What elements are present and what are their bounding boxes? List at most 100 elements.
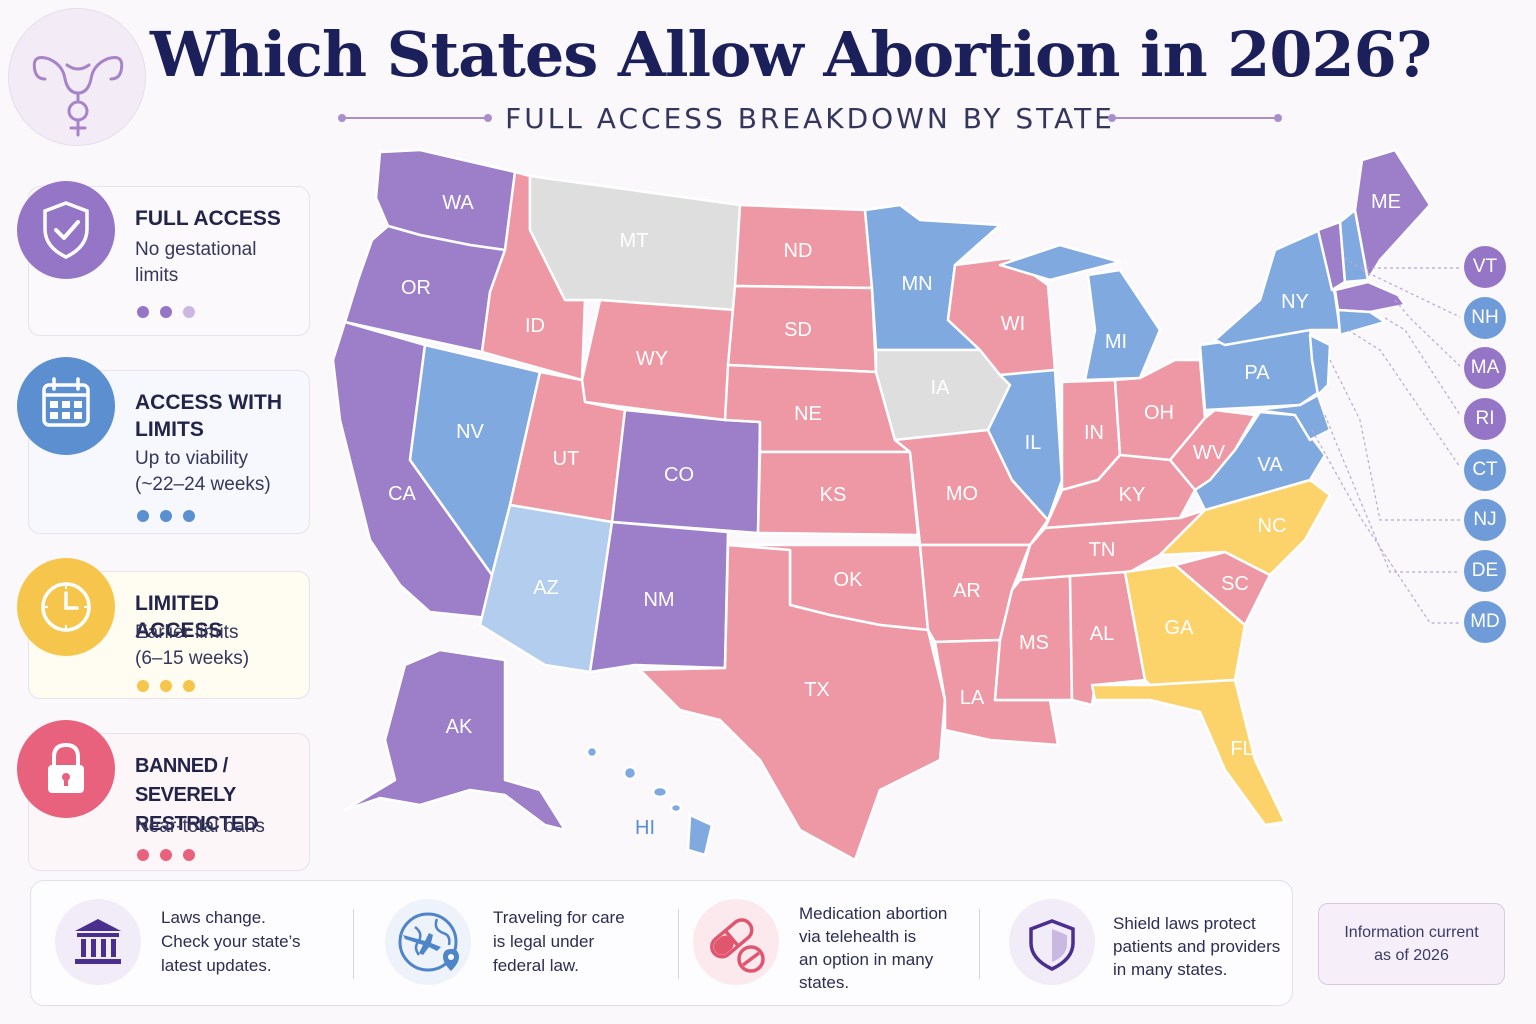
state-md-de[interactable]: [1253, 393, 1332, 442]
page-title: Which States Allow Abortion in 2026?: [150, 18, 1432, 91]
subtitle-row: FULL ACCESS BREAKDOWN BY STATE: [330, 100, 1290, 136]
state-fl[interactable]: [1090, 678, 1287, 827]
state-label: ID: [525, 315, 545, 337]
state-label: UT: [553, 448, 580, 470]
state-label: SC: [1221, 573, 1249, 595]
state-label: KS: [820, 484, 847, 506]
us-map: WA OR CA ID NV MT WY UT AZ CO NM ND SD N…: [331, 148, 1460, 862]
decorative-line-left: [338, 114, 492, 122]
state-label: WY: [636, 348, 668, 370]
state-label: PA: [1244, 362, 1270, 384]
bank-building-icon: [55, 899, 141, 985]
state-hi[interactable]: [585, 745, 714, 857]
state-label: OH: [1144, 402, 1174, 424]
globe-plane-icon: [385, 899, 471, 985]
state-label: SD: [784, 319, 812, 341]
state-label: WI: [1001, 313, 1025, 335]
state-nc[interactable]: [1158, 478, 1332, 577]
state-label: AR: [953, 580, 981, 602]
state-ct-ri[interactable]: [1336, 308, 1387, 337]
page-subtitle: FULL ACCESS BREAKDOWN BY STATE: [505, 102, 1115, 135]
state-ak[interactable]: [343, 648, 567, 832]
state-tn[interactable]: [1018, 508, 1207, 582]
legend-title: FULL ACCESS: [135, 207, 281, 230]
state-label: NV: [456, 421, 484, 443]
legend-card-full-access: FULL ACCESS No gestational limits: [17, 181, 310, 336]
state-label: HI: [635, 817, 655, 839]
divider: [678, 909, 679, 979]
shield-check-icon: [17, 181, 115, 279]
logo: [8, 8, 146, 146]
legend-description: Earlier limits (6–15 weeks): [135, 622, 250, 669]
state-wy[interactable]: [580, 298, 737, 422]
footer-item-shield-laws: Shield laws protect patients and provide…: [991, 881, 1291, 1007]
state-label: NE: [794, 403, 822, 425]
state-label: IL: [1025, 432, 1042, 454]
state-label: CO: [664, 464, 694, 486]
state-label: CA: [388, 483, 416, 505]
state-label: MN: [901, 273, 932, 295]
legend-title: BANNED / SEVERELY RESTRICTED: [135, 755, 258, 835]
state-label: AL: [1090, 623, 1114, 645]
legend-card-banned: BANNED / SEVERELY RESTRICTED Near-total …: [17, 720, 310, 871]
info-current-note: Information current as of 2026: [1318, 903, 1505, 985]
footer-item-laws: Laws change. Check your state’s latest u…: [31, 881, 351, 1007]
shield-icon: [1009, 899, 1095, 985]
clock-icon: [17, 558, 115, 656]
state-nj[interactable]: [1308, 333, 1332, 397]
state-label: NC: [1258, 515, 1287, 537]
calendar-icon: [17, 357, 115, 455]
state-label: WA: [442, 192, 474, 214]
state-label: TX: [804, 679, 830, 701]
legend-dots: [137, 305, 206, 323]
divider: [979, 909, 980, 979]
state-nm[interactable]: [588, 520, 730, 674]
badge-nj: NJ: [1464, 499, 1506, 541]
legend-description: Up to viability (~22–24 weeks): [135, 448, 271, 495]
state-il[interactable]: [986, 368, 1064, 522]
state-label: WV: [1193, 442, 1226, 464]
state-label: KY: [1119, 484, 1146, 506]
state-label: AZ: [533, 577, 559, 599]
legend-description: No gestational limits: [135, 239, 257, 286]
footer-text: Shield laws protect patients and provide…: [1113, 914, 1281, 979]
state-label: GA: [1165, 617, 1195, 639]
footer-info-bar: Laws change. Check your state’s latest u…: [30, 880, 1293, 1006]
state-label: AK: [446, 716, 473, 738]
legend-card-access-with-limits: ACCESS WITH LIMITS Up to viability (~22–…: [17, 357, 310, 534]
state-label: ND: [784, 240, 813, 262]
state-label: OK: [834, 569, 864, 591]
legend-dots: [137, 509, 206, 527]
state-me[interactable]: [1353, 148, 1432, 282]
padlock-icon: [17, 720, 115, 818]
legend-card-limited-access: LIMITED ACCESS Earlier limits (6–15 week…: [17, 558, 310, 699]
divider: [353, 909, 354, 979]
badge-ma: MA: [1464, 347, 1506, 389]
badge-vt: VT: [1464, 246, 1506, 288]
state-label: MS: [1019, 632, 1049, 654]
legend-dots: [137, 679, 206, 697]
badge-nh: NH: [1464, 297, 1506, 339]
badge-ct: CT: [1464, 449, 1506, 491]
badge-de: DE: [1464, 550, 1506, 592]
state-ma[interactable]: [1333, 280, 1407, 314]
footer-text: Medication abortion via telehealth is an…: [799, 904, 948, 992]
state-label: MT: [620, 230, 649, 252]
state-tx[interactable]: [638, 543, 947, 862]
legend-dots: [137, 848, 206, 866]
state-label: OR: [401, 277, 431, 299]
uterus-venus-icon: [32, 56, 124, 137]
legend-title: ACCESS WITH LIMITS: [135, 391, 282, 441]
leader-lines: [1311, 257, 1460, 624]
state-label: IN: [1084, 422, 1104, 444]
state-label: NM: [643, 589, 674, 611]
state-label: LA: [960, 687, 985, 709]
badge-ri: RI: [1464, 398, 1506, 440]
footer-item-telehealth: Medication abortion via telehealth is an…: [681, 881, 1001, 1007]
state-label: TN: [1089, 539, 1116, 561]
state-label: ME: [1371, 191, 1401, 213]
footer-item-travel: Traveling for care is legal under federa…: [361, 881, 681, 1007]
footer-text: Laws change. Check your state’s latest u…: [161, 908, 301, 975]
legend-description: Near-total bans: [135, 816, 265, 837]
pill-capsule-icon: [693, 899, 779, 985]
